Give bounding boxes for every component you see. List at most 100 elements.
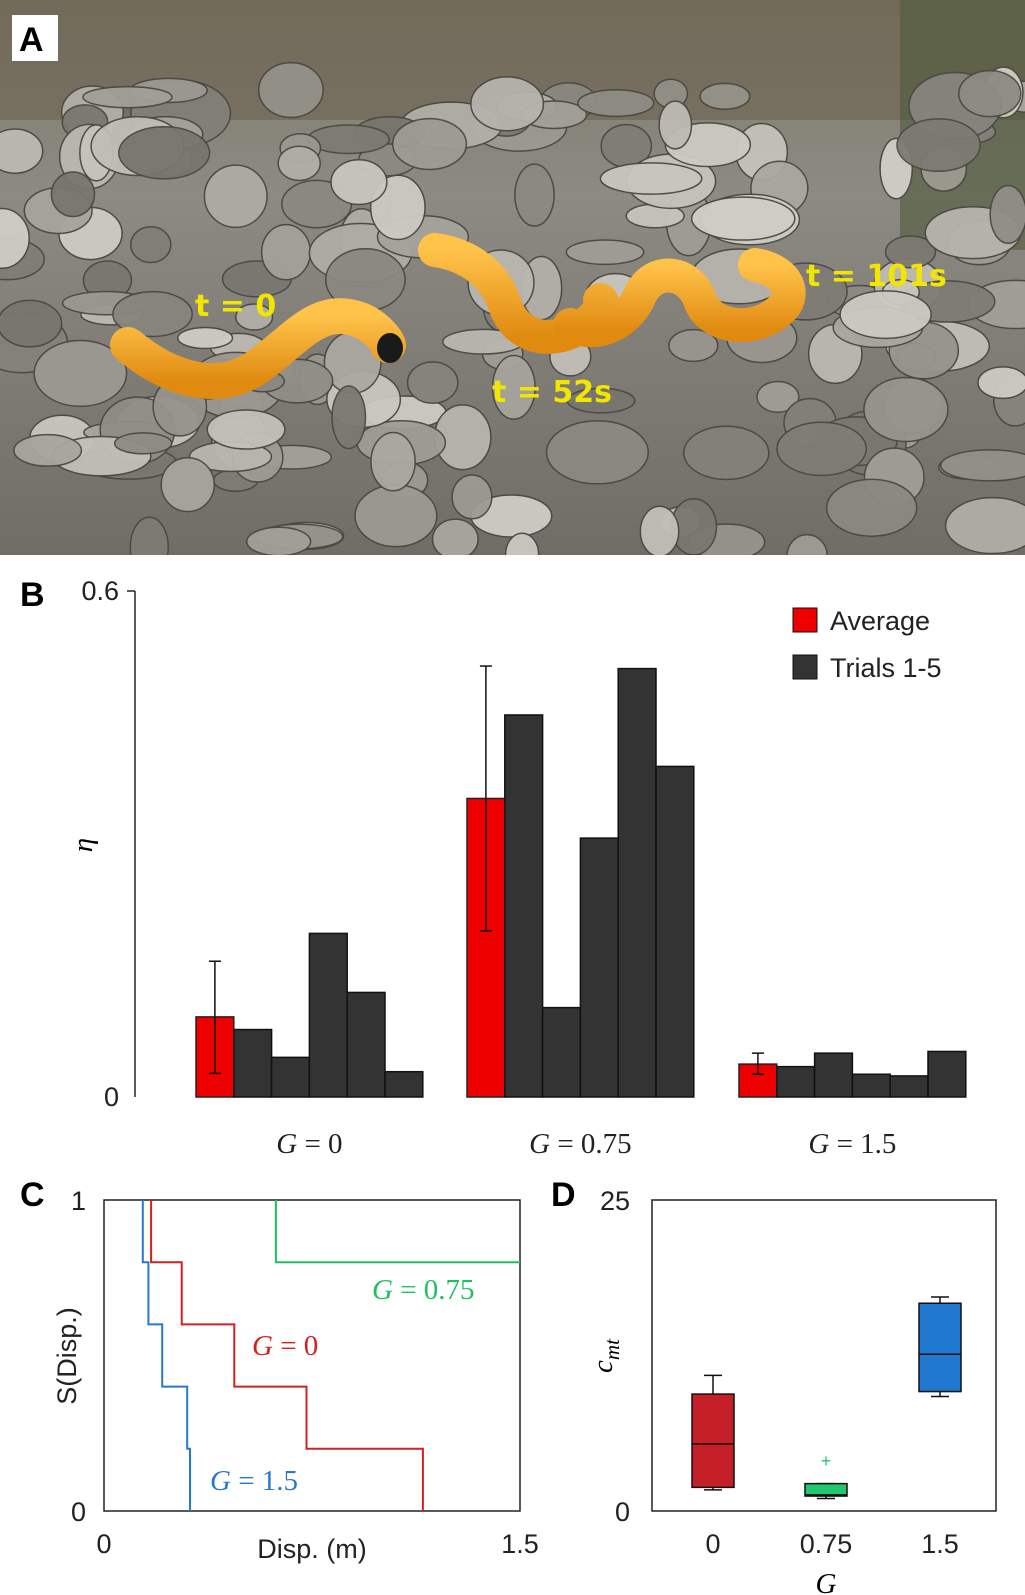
rock (177, 326, 234, 350)
bar-trial (617, 667, 657, 1098)
panel-letter-B: B (20, 576, 45, 614)
series-annotation: G = 1.5 (210, 1465, 298, 1497)
panel-letter-box (12, 15, 58, 61)
rock (491, 354, 536, 420)
x-tick-label: 1.5 (501, 1529, 539, 1559)
rock (0, 299, 63, 348)
rock (756, 380, 800, 413)
rock (50, 171, 96, 218)
group-label: G = 0.75 (529, 1128, 632, 1160)
survival-line (274, 1200, 520, 1264)
outlier-marker: + (821, 1451, 832, 1471)
x-tick-label: 0 (96, 1529, 111, 1559)
bar-trial (541, 1006, 582, 1098)
bar-trial (504, 714, 544, 1098)
rock (277, 145, 321, 182)
rock (825, 478, 918, 537)
bar-trial (384, 1070, 424, 1098)
rock (839, 290, 932, 340)
rock (863, 376, 949, 443)
photo-label-t52: t = 52s (492, 375, 612, 410)
photo-label-t0: t = 0 (195, 289, 276, 324)
panel-letter-D: D (551, 1176, 576, 1214)
survival-line (141, 1200, 191, 1511)
bar-trial (776, 1065, 816, 1098)
rock (257, 61, 324, 119)
x-axis-label: G (816, 1568, 837, 1595)
legend: Average Trials 1-5 (792, 606, 942, 683)
rock (944, 496, 1025, 555)
rock (683, 425, 770, 481)
bar-trial (346, 991, 386, 1098)
rock (203, 164, 268, 229)
rock (206, 409, 286, 450)
y-tick-label: 0.6 (81, 576, 119, 606)
chart-efficiency: 0.6 0 η G = 0 G = 0.75 G = 1.5 Average Trials 1… (67, 576, 967, 1160)
rock (786, 533, 828, 555)
y-tick-label: 0 (71, 1497, 86, 1527)
box-group (691, 1374, 735, 1491)
survival-line (150, 1200, 424, 1511)
y-axis-label: η (67, 838, 99, 852)
rock (112, 290, 193, 338)
y-tick-label: 0 (615, 1497, 630, 1527)
group-label: G = 1.5 (808, 1128, 896, 1160)
y-tick-label: 0 (104, 1082, 119, 1112)
rock (33, 339, 128, 408)
rock (370, 431, 416, 492)
photo-label-t101: t = 101s (806, 259, 947, 294)
bar-trial (889, 1075, 929, 1098)
rock (129, 516, 170, 555)
bar-trial (851, 1073, 891, 1098)
y-tick-label: 25 (600, 1186, 630, 1216)
chart-survival: G = 0.75 G = 0 G = 1.5 1 00 1.5 Disp. (m) S(Dis… (52, 1186, 539, 1564)
rock (470, 76, 545, 132)
box (691, 1393, 735, 1489)
rock (0, 207, 30, 270)
rock (658, 100, 693, 150)
box (918, 1302, 962, 1393)
rock (330, 159, 388, 206)
y-axis-label: S(Disp.) (52, 1307, 82, 1405)
x-tick-label: 0 (705, 1529, 720, 1559)
rock (235, 303, 274, 331)
rock (668, 328, 719, 363)
rock (939, 449, 1025, 482)
y-axis-label: cmt (587, 1338, 624, 1373)
rock (958, 69, 1022, 118)
panel-letter-C: C (20, 1176, 45, 1214)
bar-trial (813, 1052, 854, 1098)
rock (451, 474, 493, 520)
rock (599, 162, 703, 195)
series-annotation: G = 0.75 (372, 1274, 475, 1306)
rock (639, 505, 680, 555)
rock (699, 82, 751, 110)
photo-panel: t = 0 t = 52s t = 101s A (0, 0, 1025, 555)
rock (577, 89, 655, 118)
x-tick-label: 0.75 (800, 1529, 853, 1559)
rock (391, 117, 468, 171)
rock (977, 366, 1025, 400)
robot-snake-t101 (553, 248, 806, 348)
plot-frame (651, 1199, 997, 1512)
bar-trial (655, 765, 695, 1098)
rock (0, 128, 44, 174)
panel-letter-A: A (19, 21, 44, 59)
rock (82, 85, 173, 109)
bar-trial (579, 837, 619, 1098)
y-tick-label: 1 (71, 1186, 86, 1216)
rock (113, 432, 173, 455)
rock (246, 526, 312, 555)
rock (514, 163, 555, 227)
plot-frame (103, 1199, 521, 1512)
legend-label: Trials 1-5 (830, 653, 942, 683)
rock (690, 196, 796, 241)
x-tick-label: 1.5 (921, 1529, 959, 1559)
legend-swatch (792, 607, 818, 633)
rock (118, 125, 211, 180)
rock (566, 387, 636, 414)
box-group: + (804, 1451, 848, 1500)
rock (545, 420, 649, 485)
